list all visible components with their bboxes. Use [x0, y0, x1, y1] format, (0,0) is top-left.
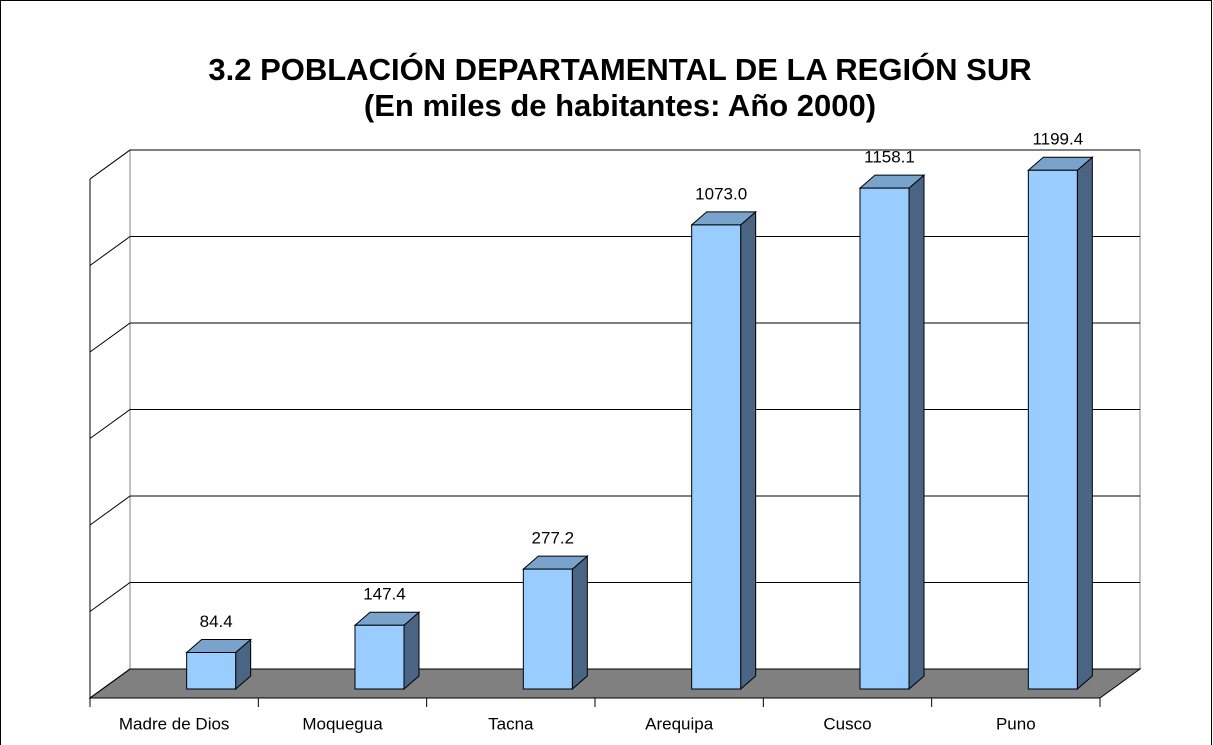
x-tick-label: Madre de Dios — [119, 714, 230, 733]
side-grid-line — [89, 322, 131, 353]
bar — [859, 187, 910, 690]
x-tick-label: Moquegua — [302, 714, 383, 733]
data-label: 1199.4 — [1032, 130, 1083, 149]
chart-title: 3.2 POBLACIÓN DEPARTAMENTAL DE LA REGIÓN… — [208, 51, 1031, 87]
data-label: 1158.1 — [864, 148, 915, 167]
x-tick-label: Arequipa — [645, 714, 714, 733]
data-label: 147.4 — [363, 585, 406, 604]
data-label: 1073.0 — [695, 184, 747, 203]
side-grid-line — [89, 409, 131, 439]
x-tick-label: Puno — [996, 714, 1036, 733]
side-grid-line — [89, 149, 131, 180]
bar — [1027, 169, 1078, 690]
x-tick-label: Tacna — [488, 714, 534, 733]
bar — [522, 568, 573, 690]
x-tick-label: Cusco — [823, 714, 871, 733]
data-label: 277.2 — [532, 529, 575, 548]
data-label: 84.4 — [200, 612, 233, 631]
bar — [691, 224, 742, 690]
bar — [186, 651, 237, 690]
bar-side — [1076, 156, 1093, 691]
side-grid-line — [89, 582, 131, 612]
bar-side — [740, 210, 757, 691]
bar-side — [571, 555, 588, 691]
bar — [354, 624, 405, 690]
chart-subtitle: (En miles de habitantes: Año 2000) — [364, 88, 876, 123]
side-grid-line — [89, 495, 131, 526]
side-grid-line — [89, 668, 131, 699]
bar-side — [908, 174, 925, 691]
side-grid-line — [89, 236, 131, 266]
